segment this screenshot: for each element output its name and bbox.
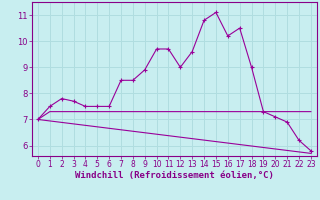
- X-axis label: Windchill (Refroidissement éolien,°C): Windchill (Refroidissement éolien,°C): [75, 171, 274, 180]
